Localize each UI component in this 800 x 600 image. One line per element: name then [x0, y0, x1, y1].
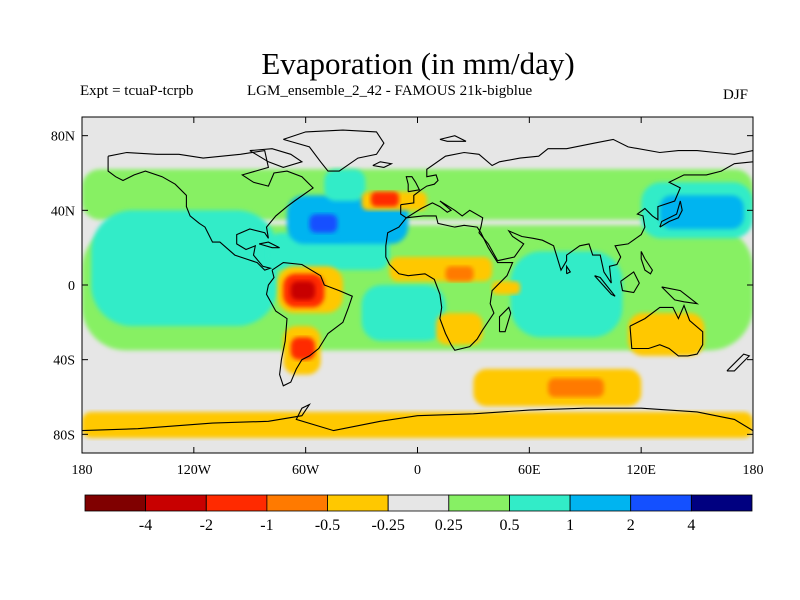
- colorbar: -4 -2 -1 -0.5 -0.25 0.25 0.5 1 2 4: [84, 494, 753, 534]
- experiment-label: Expt = tcuaP-tcrpb: [80, 83, 194, 99]
- run-label: LGM_ensemble_2_42 - FAMOUS 21k-bigblue: [247, 83, 533, 99]
- coastline-svalbard: [439, 135, 467, 142]
- lat-tick-label: 40S: [53, 354, 75, 369]
- evaporation-region: [389, 257, 492, 282]
- coastline-north-america: [107, 149, 314, 271]
- coastline-philippines: [640, 251, 654, 275]
- coastline-antarctica: [82, 403, 753, 432]
- colorbar-swatch: [509, 494, 571, 512]
- lon-tick-label: 0: [414, 463, 421, 478]
- evaporation-region: [548, 378, 604, 397]
- lon-tick-label: 180: [72, 463, 93, 478]
- evaporation-region: [91, 210, 278, 326]
- colorbar-label: 1: [566, 517, 574, 534]
- coastline-new-guinea: [661, 286, 700, 305]
- colorbar-swatch: [569, 494, 632, 512]
- lon-tick-label: 60W: [292, 463, 320, 478]
- coastline-greenland: [283, 129, 385, 172]
- colorbar-label: 0.25: [435, 517, 463, 534]
- colorbar-swatch: [691, 494, 753, 512]
- coastline-australia: [629, 304, 704, 357]
- coastline-sumatra: [594, 275, 616, 297]
- coastline-iceland: [372, 161, 394, 168]
- coastline-madagascar: [498, 306, 512, 333]
- colorbar-label: -4: [139, 517, 152, 534]
- colorbar-swatch: [387, 494, 450, 512]
- coastline-baffin: [249, 148, 304, 168]
- evaporation-field: [82, 169, 753, 438]
- colorbar-swatch: [266, 494, 328, 512]
- evaporation-region: [510, 251, 623, 338]
- evaporation-region: [82, 411, 753, 438]
- colorbar-label: -2: [200, 517, 213, 534]
- evaporation-region: [290, 337, 315, 360]
- evaporation-region: [492, 281, 521, 295]
- lon-tick-label: 60E: [518, 463, 541, 478]
- colorbar-label: 2: [627, 517, 635, 534]
- evaporation-region: [290, 281, 315, 300]
- colorbar-swatch: [327, 494, 389, 512]
- lat-tick-label: 40N: [51, 204, 75, 219]
- evaporation-region: [370, 191, 399, 207]
- coastline-british-isles: [405, 176, 421, 193]
- evaporation-region: [361, 285, 446, 341]
- colorbar-swatch: [84, 494, 146, 512]
- season-label: DJF: [723, 87, 749, 103]
- lat-tick-label: 0: [68, 279, 75, 294]
- evaporation-region: [659, 195, 744, 229]
- colorbar-swatch: [448, 494, 510, 512]
- evaporation-region: [445, 266, 474, 282]
- evaporation-region: [309, 214, 338, 233]
- lon-tick-label: 120W: [177, 463, 212, 478]
- map-title: Evaporation (in mm/day): [261, 46, 575, 81]
- lon-tick-label: 120E: [626, 463, 656, 478]
- map-axes: 80N 40N 0 40S 80S 180 120W 60W 0 60E 120E 180: [51, 117, 764, 478]
- evaporation-region: [628, 313, 705, 356]
- colorbar-swatch: [630, 494, 692, 512]
- coastline-japan: [659, 200, 683, 228]
- coastline-africa: [385, 215, 514, 351]
- colorbar-label: -1: [260, 517, 273, 534]
- colorbar-swatch: [205, 494, 268, 512]
- lat-tick-label: 80N: [51, 130, 75, 145]
- lon-tick-label: 180: [743, 463, 764, 478]
- lat-tick-label: 80S: [53, 428, 75, 443]
- coastline-south-america: [265, 262, 353, 387]
- coastlines: [82, 129, 753, 432]
- colorbar-label: 0.5: [500, 517, 520, 534]
- colorbar-swatch: [145, 494, 207, 512]
- colorbar-label: -0.25: [372, 517, 405, 534]
- colorbar-label: -0.5: [315, 517, 340, 534]
- coastline-new-zealand: [726, 353, 751, 372]
- colorbar-label: 4: [687, 517, 695, 534]
- coastline-cuba: [258, 241, 280, 249]
- coastline-sri-lanka: [566, 264, 572, 275]
- coastline-borneo: [620, 271, 640, 294]
- evaporation-region: [324, 169, 366, 201]
